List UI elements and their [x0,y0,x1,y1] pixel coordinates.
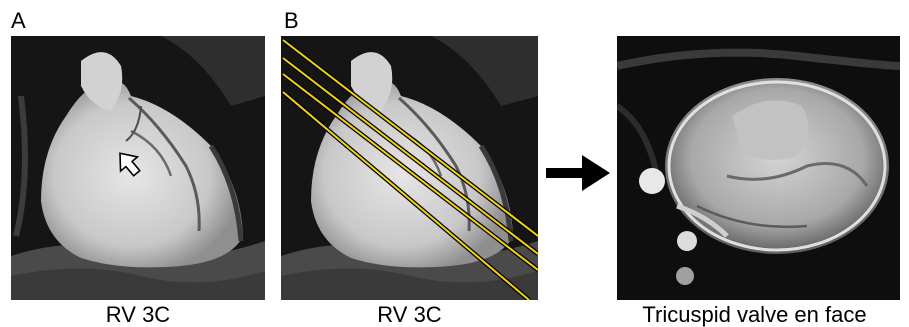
mri-image-a [11,36,265,300]
mri-image-c [617,36,900,300]
caption-b: RV 3C [377,302,442,327]
caption-c: Tricuspid valve en face [642,302,867,327]
right-arrow-icon [546,155,610,191]
mri-image-b [281,36,538,300]
panel-label-a: A [11,8,26,33]
panel-label-b: B [284,8,299,33]
slice-lines [281,38,538,300]
white-arrow-icon [119,152,141,177]
caption-a: RV 3C [105,302,171,327]
